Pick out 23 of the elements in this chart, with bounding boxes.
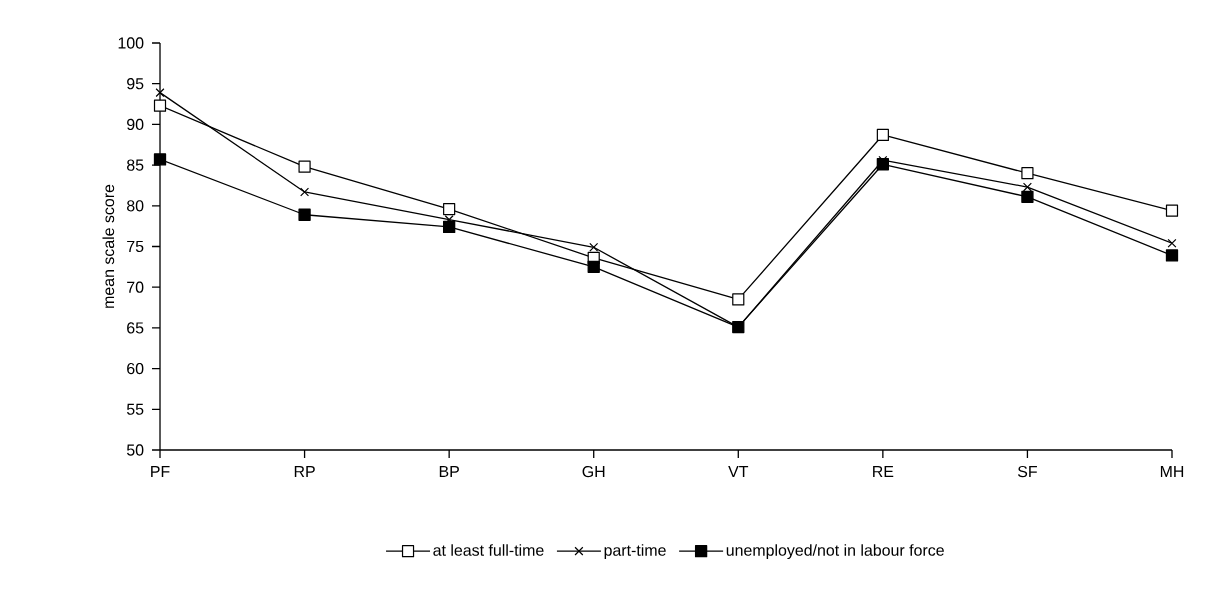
x-tick-label: MH	[1160, 465, 1184, 477]
x-tick-label: RE	[873, 465, 894, 477]
legend-label: part-time	[604, 544, 666, 560]
x-tick-label: SF	[1017, 465, 1037, 478]
y-tick-label: 70	[127, 281, 144, 293]
y-tick-label: 100	[118, 37, 144, 49]
x-tick-label: GH	[582, 465, 605, 478]
y-tick-label: 85	[127, 159, 144, 171]
x-tick-label: BP	[439, 465, 459, 477]
y-tick-label: 95	[127, 78, 144, 90]
legend-label: unemployed/not in labour force	[726, 544, 944, 560]
y-tick-label: 90	[127, 118, 144, 131]
x-tick-label: PF	[151, 465, 170, 477]
y-axis-title: mean scale score	[102, 184, 115, 308]
y-tick-label: 55	[126, 403, 144, 415]
y-tick-label: 50	[126, 444, 144, 456]
x-tick-label: VT	[728, 465, 749, 477]
y-tick-label: 60	[127, 362, 144, 375]
x-tick-label: RP	[294, 465, 315, 477]
y-tick-label: 75	[127, 240, 144, 253]
legend-label: at least full-time	[433, 544, 544, 556]
y-tick-label: 80	[127, 200, 144, 212]
y-tick-label: 65	[127, 322, 144, 334]
